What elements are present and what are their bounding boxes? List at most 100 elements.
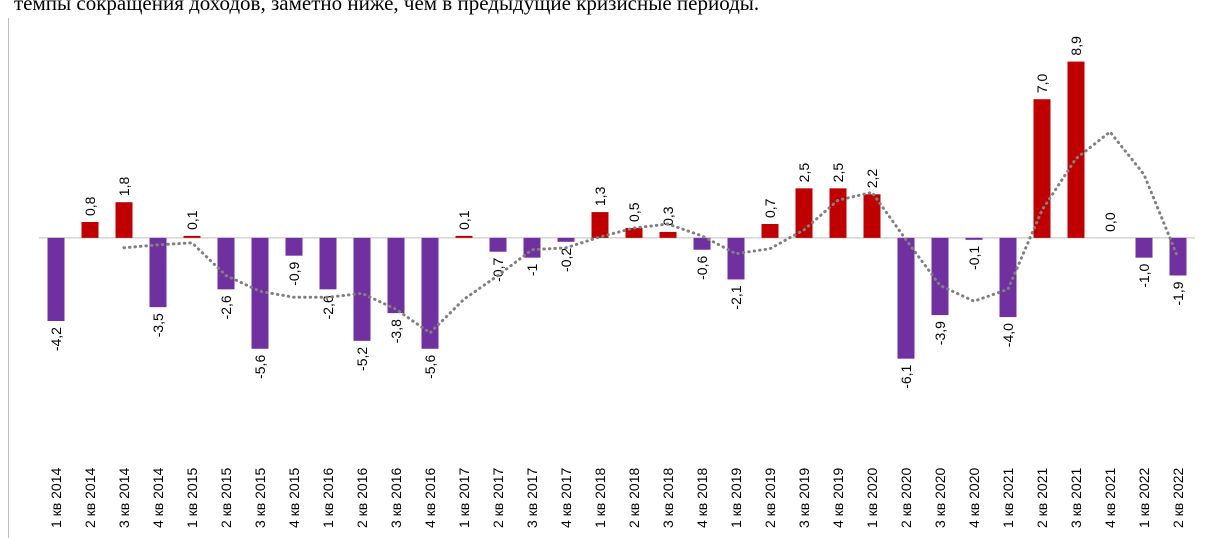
x-tick-label: 2 кв 2017 <box>490 468 506 528</box>
value-label: 0,5 <box>626 202 642 222</box>
bar <box>115 202 133 238</box>
x-tick-label: 2 кв 2020 <box>898 468 914 528</box>
bar <box>285 237 303 256</box>
x-tick-label: 4 кв 2016 <box>422 468 438 528</box>
x-tick-label: 3 кв 2016 <box>388 468 404 528</box>
value-label: -6,1 <box>898 364 914 388</box>
value-label: 0,1 <box>456 210 472 230</box>
bar <box>557 237 575 242</box>
trend-line <box>122 129 1180 335</box>
x-tick-label: 1 кв 2014 <box>48 468 64 528</box>
x-tick-label: 4 кв 2014 <box>150 468 166 528</box>
bar <box>591 212 609 238</box>
bar <box>625 227 643 238</box>
value-label: -3,9 <box>932 321 948 345</box>
value-label: 2,5 <box>796 163 812 183</box>
bar <box>81 222 99 238</box>
x-tick-label: 4 кв 2020 <box>966 468 982 528</box>
bar <box>863 194 881 238</box>
value-label: 8,9 <box>1068 36 1084 56</box>
bar <box>421 237 439 349</box>
value-label: 1,8 <box>116 177 132 197</box>
value-label: -0,1 <box>966 246 982 270</box>
x-tick-label: 2 кв 2022 <box>1170 468 1186 528</box>
value-label: -0,9 <box>286 261 302 285</box>
value-label: -5,6 <box>252 355 268 379</box>
x-tick-label: 3 кв 2017 <box>524 468 540 528</box>
bar <box>761 223 779 238</box>
x-tick-label: 4 кв 2017 <box>558 468 574 528</box>
value-label: -4,0 <box>1000 323 1016 347</box>
chart-title: темпы сокращения доходов, заметно ниже, … <box>14 0 759 15</box>
value-label: 0,8 <box>82 196 98 216</box>
x-tick-label: 2 кв 2014 <box>82 468 98 528</box>
bar <box>149 237 167 308</box>
bar <box>727 237 745 280</box>
value-label: 7,0 <box>1034 74 1050 94</box>
x-tick-label: 3 кв 2020 <box>932 468 948 528</box>
bar <box>829 188 847 238</box>
bar <box>217 237 235 290</box>
value-label: 0,0 <box>1102 212 1118 232</box>
x-tick-label: 1 кв 2016 <box>320 468 336 528</box>
x-tick-label: 2 кв 2016 <box>354 468 370 528</box>
bar <box>1135 237 1153 258</box>
value-label: -5,6 <box>422 355 438 379</box>
x-tick-label: 1 кв 2018 <box>592 468 608 528</box>
value-label: -1 <box>524 263 540 276</box>
bar <box>353 237 371 341</box>
bar <box>1067 61 1085 238</box>
bar <box>659 231 677 238</box>
value-label: 0,7 <box>762 198 778 218</box>
x-tick-label: 2 кв 2015 <box>218 468 234 528</box>
bar <box>183 235 201 238</box>
value-label: 2,2 <box>864 169 880 189</box>
bar <box>319 237 337 290</box>
x-tick-label: 2 кв 2018 <box>626 468 642 528</box>
value-label: -4,2 <box>48 327 64 351</box>
x-tick-label: 3 кв 2021 <box>1068 468 1084 528</box>
value-label: -2,1 <box>728 285 744 309</box>
value-label: 1,3 <box>592 186 608 206</box>
bar <box>47 237 65 322</box>
bar <box>1033 99 1051 238</box>
x-tick-label: 2 кв 2019 <box>762 468 778 528</box>
x-tick-label: 2 кв 2021 <box>1034 468 1050 528</box>
value-label: -2,6 <box>218 295 234 319</box>
x-tick-label: 4 кв 2021 <box>1102 468 1118 528</box>
bar <box>931 237 949 316</box>
value-label: -5,2 <box>354 347 370 371</box>
value-label: -0,2 <box>558 248 574 272</box>
value-label: -3,5 <box>150 313 166 337</box>
x-tick-label: 3 кв 2015 <box>252 468 268 528</box>
bar <box>897 237 915 359</box>
x-tick-label: 3 кв 2018 <box>660 468 676 528</box>
x-tick-label: 1 кв 2017 <box>456 468 472 528</box>
x-tick-label: 4 кв 2018 <box>694 468 710 528</box>
bar <box>999 237 1017 318</box>
value-label: 2,5 <box>830 163 846 183</box>
bar <box>965 237 983 240</box>
x-tick-label: 3 кв 2014 <box>116 468 132 528</box>
bar <box>523 237 541 258</box>
bar <box>489 237 507 252</box>
value-label: -1,0 <box>1136 263 1152 287</box>
value-label: -1,9 <box>1170 281 1186 305</box>
x-tick-label: 1 кв 2019 <box>728 468 744 528</box>
value-label: -0,6 <box>694 256 710 280</box>
x-tick-label: 3 кв 2019 <box>796 468 812 528</box>
x-tick-label: 4 кв 2015 <box>286 468 302 528</box>
value-label: 0,3 <box>660 206 676 226</box>
value-label: 0,1 <box>184 210 200 230</box>
value-label: -0,7 <box>490 258 506 282</box>
x-tick-label: 4 кв 2019 <box>830 468 846 528</box>
x-tick-label: 1 кв 2021 <box>1000 468 1016 528</box>
value-label: -3,8 <box>388 319 404 343</box>
value-label: -2,6 <box>320 295 336 319</box>
bar <box>387 237 405 314</box>
bar <box>251 237 269 349</box>
x-tick-label: 1 кв 2015 <box>184 468 200 528</box>
x-tick-label: 1 кв 2020 <box>864 468 880 528</box>
x-tick-label: 1 кв 2022 <box>1136 468 1152 528</box>
